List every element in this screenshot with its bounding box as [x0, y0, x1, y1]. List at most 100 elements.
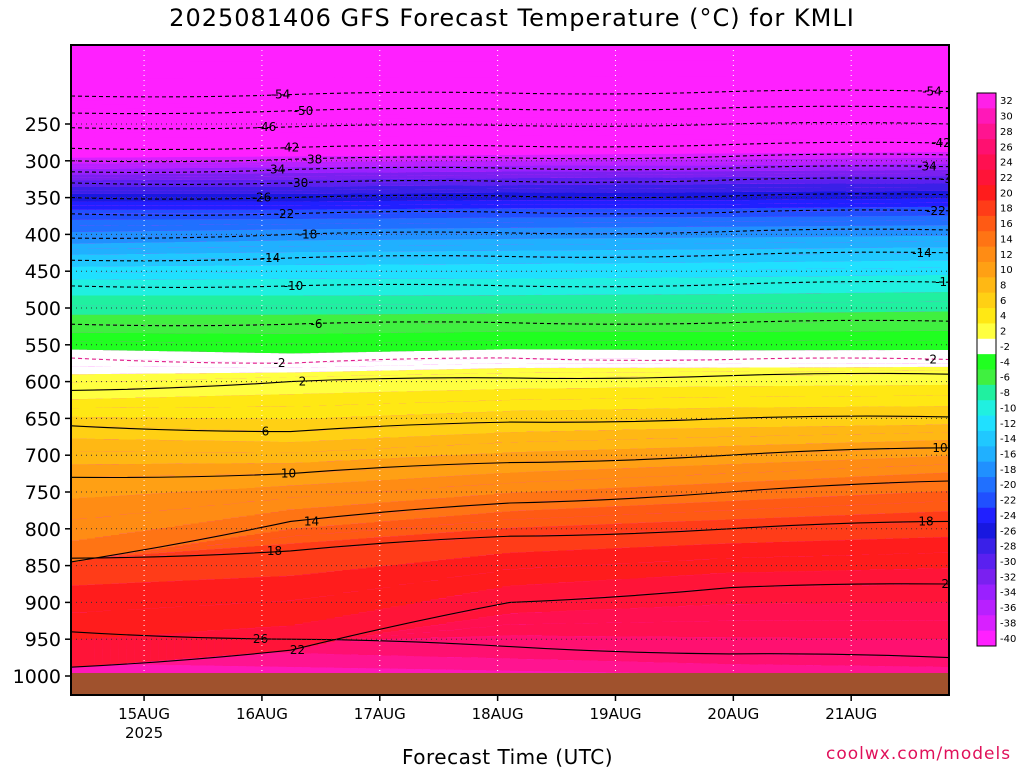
- band-cell: [486, 513, 495, 521]
- band-cell: [446, 126, 455, 131]
- band-cell: [438, 341, 447, 350]
- band-cell: [518, 239, 527, 245]
- band-cell: [79, 399, 88, 408]
- band-cell: [390, 586, 399, 607]
- band-cell: [183, 194, 192, 198]
- band-cell: [374, 213, 383, 218]
- band-cell: [111, 439, 120, 451]
- band-cell: [143, 45, 152, 62]
- band-cell: [518, 368, 527, 373]
- band-cell: [207, 452, 216, 463]
- band-cell: [223, 165, 232, 168]
- band-cell: [87, 273, 96, 280]
- band-cell: [478, 474, 487, 484]
- band-cell: [510, 389, 519, 400]
- band-cell: [127, 45, 136, 62]
- band-cell: [494, 304, 503, 313]
- band-cell: [470, 369, 479, 374]
- band-cell: [191, 547, 200, 551]
- band-cell: [342, 162, 351, 165]
- band-cell: [183, 492, 192, 508]
- band-cell: [279, 576, 288, 601]
- band-cell: [518, 149, 527, 152]
- band-cell: [95, 452, 104, 465]
- band-cell: [398, 186, 407, 190]
- band-cell: [398, 251, 407, 257]
- band-cell: [494, 271, 503, 278]
- band-cell: [398, 147, 407, 150]
- band-cell: [231, 452, 240, 463]
- band-cell: [406, 375, 415, 380]
- band-cell: [223, 107, 232, 111]
- band-cell: [382, 448, 391, 458]
- band-cell: [366, 257, 375, 264]
- band-cell: [199, 214, 208, 220]
- band-cell: [398, 365, 407, 370]
- band-cell: [223, 95, 232, 99]
- band-cell: [374, 218, 383, 223]
- band-cell: [223, 219, 232, 224]
- band-cell: [247, 279, 256, 286]
- band-cell: [366, 169, 375, 172]
- band-cell: [526, 341, 535, 350]
- band-cell: [366, 132, 375, 137]
- band-cell: [446, 223, 455, 228]
- band-cell: [279, 344, 288, 354]
- band-cell: [374, 588, 383, 610]
- band-cell: [350, 532, 359, 540]
- band-cell: [510, 125, 519, 130]
- band-cell: [326, 147, 335, 150]
- band-cell: [127, 206, 136, 210]
- band-cell: [199, 491, 208, 507]
- band-cell: [311, 597, 320, 621]
- band-cell: [215, 579, 224, 605]
- band-cell: [358, 393, 367, 405]
- band-cell: [71, 244, 80, 250]
- band-cell: [486, 378, 495, 389]
- band-cell: [382, 110, 391, 114]
- band-cell: [231, 168, 240, 171]
- band-cell: [414, 228, 423, 233]
- band-cell: [438, 435, 447, 445]
- band-cell: [358, 118, 367, 122]
- band-cell: [510, 511, 519, 519]
- band-cell: [119, 374, 128, 381]
- band-cell: [79, 324, 88, 333]
- band-cell: [518, 349, 527, 358]
- band-cell: [414, 286, 423, 295]
- band-cell: [366, 343, 375, 352]
- band-cell: [151, 163, 160, 166]
- band-cell: [382, 272, 391, 279]
- band-cell: [454, 245, 463, 251]
- band-cell: [470, 658, 479, 670]
- band-cell: [486, 175, 495, 178]
- band-cell: [207, 206, 216, 210]
- band-cell: [518, 113, 527, 117]
- band-cell: [382, 161, 391, 164]
- band-cell: [295, 272, 304, 279]
- band-cell: [79, 177, 88, 180]
- band-cell: [478, 609, 487, 618]
- band-cell: [119, 210, 128, 214]
- band-cell: [183, 116, 192, 120]
- band-cell: [103, 408, 112, 417]
- band-cell: [350, 213, 359, 218]
- band-cell: [199, 120, 208, 124]
- band-cell: [494, 314, 503, 323]
- band-cell: [438, 102, 447, 106]
- band-cell: [382, 545, 391, 566]
- band-cell: [518, 175, 527, 178]
- band-cell: [470, 610, 479, 619]
- band-cell: [215, 247, 224, 253]
- band-cell: [103, 187, 112, 191]
- band-cell: [151, 367, 160, 374]
- band-cell: [406, 106, 415, 110]
- band-cell: [215, 441, 224, 452]
- band-cell: [334, 246, 343, 252]
- band-cell: [414, 628, 423, 633]
- band-cell: [510, 462, 519, 472]
- band-cell: [478, 223, 487, 228]
- band-cell: [422, 218, 431, 223]
- band-cell: [239, 99, 248, 103]
- band-cell: [71, 62, 80, 79]
